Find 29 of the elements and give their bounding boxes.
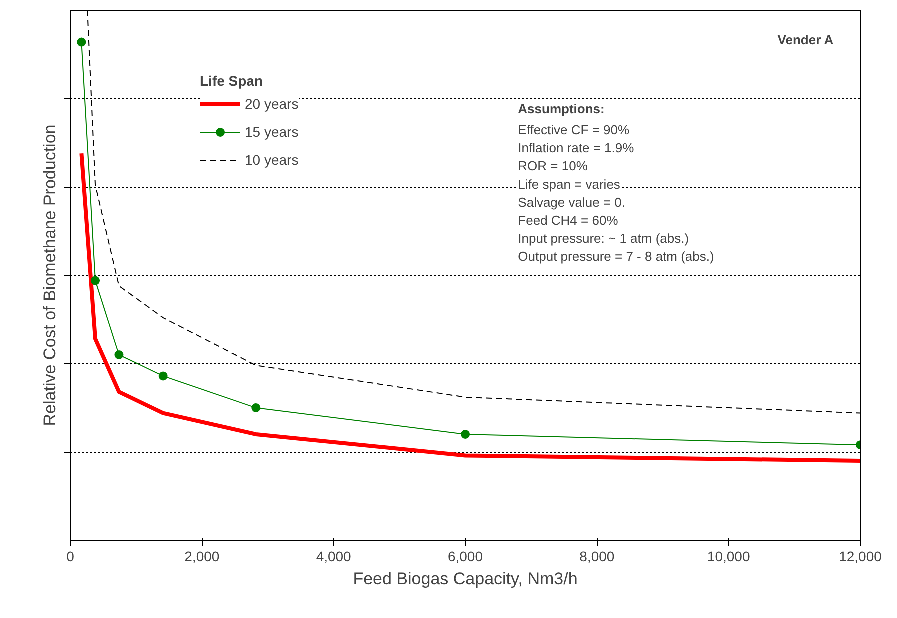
annotation: Output pressure = 7 - 8 atm (abs.)	[518, 248, 714, 264]
x-tick-label: 4,000	[316, 548, 352, 564]
annotation: Feed CH4 = 60%	[518, 212, 619, 228]
x-tick-label: 10,000	[707, 548, 750, 564]
y-axis-title: Relative Cost of Biomethane Production	[40, 124, 60, 426]
point	[91, 276, 100, 286]
x-tick-label: 6,000	[448, 548, 484, 564]
x-tick-label: 12,000	[839, 548, 882, 564]
annotation: Inflation rate = 1.9%	[518, 140, 635, 156]
point	[252, 404, 261, 412]
annotation: Input pressure: ~ 1 atm (abs.)	[518, 230, 690, 246]
annotation: Assumptions:	[518, 102, 605, 116]
x-tick-label: 8,000	[580, 548, 615, 564]
legend-title: Life Span	[200, 73, 264, 89]
x-tick-label: 2,000	[184, 548, 220, 564]
annotation: Effective CF = 90%	[518, 122, 630, 138]
annotation: Life span = varies	[518, 176, 621, 192]
annotation: ROR = 10%	[518, 158, 588, 174]
x-axis-title: Feed Biogas Capacity, Nm3/h	[353, 570, 578, 588]
annotation: Salvage value = 0.	[518, 194, 626, 210]
legend-label: 20 years	[245, 96, 299, 112]
legend-label: 10 years	[245, 152, 299, 168]
point	[158, 372, 168, 381]
legend-label: 15 years	[245, 124, 299, 140]
x-tick-label: 0	[66, 548, 75, 564]
point	[114, 350, 124, 360]
point	[461, 430, 470, 439]
point	[77, 38, 86, 47]
annotation: Vender A	[778, 32, 834, 48]
